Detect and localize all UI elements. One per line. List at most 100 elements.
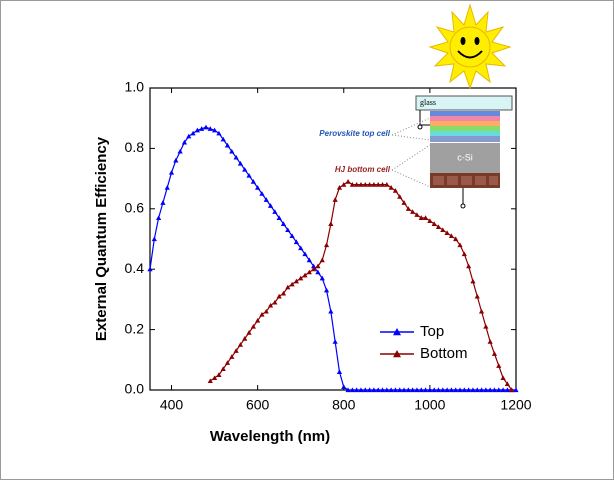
y-tick-label: 0.0 (125, 381, 145, 397)
point (470, 387, 476, 393)
point (401, 200, 407, 205)
point (173, 157, 179, 163)
point (224, 142, 231, 148)
point (289, 281, 295, 287)
point (181, 139, 188, 145)
point (272, 299, 278, 305)
point (375, 182, 381, 187)
inset-label: c-Si (457, 152, 473, 162)
layer (430, 116, 500, 121)
layer (430, 136, 500, 142)
point (250, 179, 256, 184)
point (461, 251, 467, 257)
inset-label: Perovskite top cell (319, 129, 390, 138)
sun (428, 3, 512, 90)
point (319, 257, 325, 263)
point (242, 166, 248, 172)
point (504, 387, 510, 393)
point (354, 387, 360, 393)
point (267, 302, 274, 308)
point (255, 185, 261, 190)
point (259, 191, 265, 196)
point (319, 275, 325, 281)
legend-marker (393, 328, 401, 336)
point (496, 387, 502, 393)
point (237, 160, 244, 166)
point (418, 387, 424, 393)
point (246, 172, 252, 178)
point (285, 227, 291, 233)
point (276, 215, 282, 220)
point (263, 197, 269, 202)
point (306, 269, 312, 275)
point (474, 293, 480, 299)
point (392, 387, 399, 393)
point (457, 242, 463, 248)
point (203, 124, 209, 130)
x-tick-label: 1200 (500, 397, 531, 413)
point (401, 387, 407, 393)
point (405, 387, 411, 393)
point (168, 169, 175, 175)
point (384, 387, 390, 393)
point (448, 387, 455, 393)
point (220, 366, 226, 371)
point (435, 387, 442, 393)
point (207, 126, 213, 131)
point (491, 387, 498, 393)
point (410, 387, 416, 393)
point (211, 127, 218, 133)
point (267, 203, 274, 208)
point (177, 148, 183, 154)
point (229, 354, 235, 359)
point (250, 323, 256, 329)
point (345, 387, 351, 393)
point (362, 387, 368, 393)
point (237, 342, 244, 347)
point (478, 387, 485, 393)
point (384, 182, 390, 187)
inset-label: HJ bottom cell (335, 165, 391, 174)
point (513, 387, 519, 393)
y-tick-label: 0.4 (125, 260, 145, 276)
point (500, 387, 506, 393)
glass-layer (415, 95, 513, 111)
x-tick-label: 600 (246, 397, 270, 413)
point (263, 308, 269, 314)
point (504, 381, 510, 387)
y-tick-label: 0.8 (125, 139, 145, 155)
point (190, 130, 196, 136)
point (242, 336, 248, 341)
point (156, 215, 162, 220)
legend-label: Bottom (420, 345, 468, 362)
point (422, 215, 429, 220)
point (207, 378, 213, 384)
point (466, 387, 472, 393)
legend-label: Top (420, 323, 444, 340)
point (435, 224, 442, 229)
point (410, 209, 416, 214)
point (186, 133, 192, 139)
point (483, 323, 489, 329)
point (293, 239, 299, 245)
point (211, 375, 218, 380)
point (302, 272, 308, 278)
point (397, 194, 403, 199)
point (332, 197, 338, 202)
point (289, 233, 295, 239)
point (448, 233, 455, 239)
point (323, 287, 330, 293)
point (457, 387, 463, 393)
point (487, 387, 493, 393)
point (388, 387, 394, 393)
point (194, 127, 200, 133)
point (491, 351, 498, 356)
point (483, 387, 489, 393)
point (379, 182, 386, 187)
x-tick-label: 400 (160, 397, 184, 413)
point (229, 148, 235, 154)
point (345, 179, 351, 184)
point (259, 311, 265, 317)
point (285, 284, 291, 290)
point (336, 369, 343, 374)
